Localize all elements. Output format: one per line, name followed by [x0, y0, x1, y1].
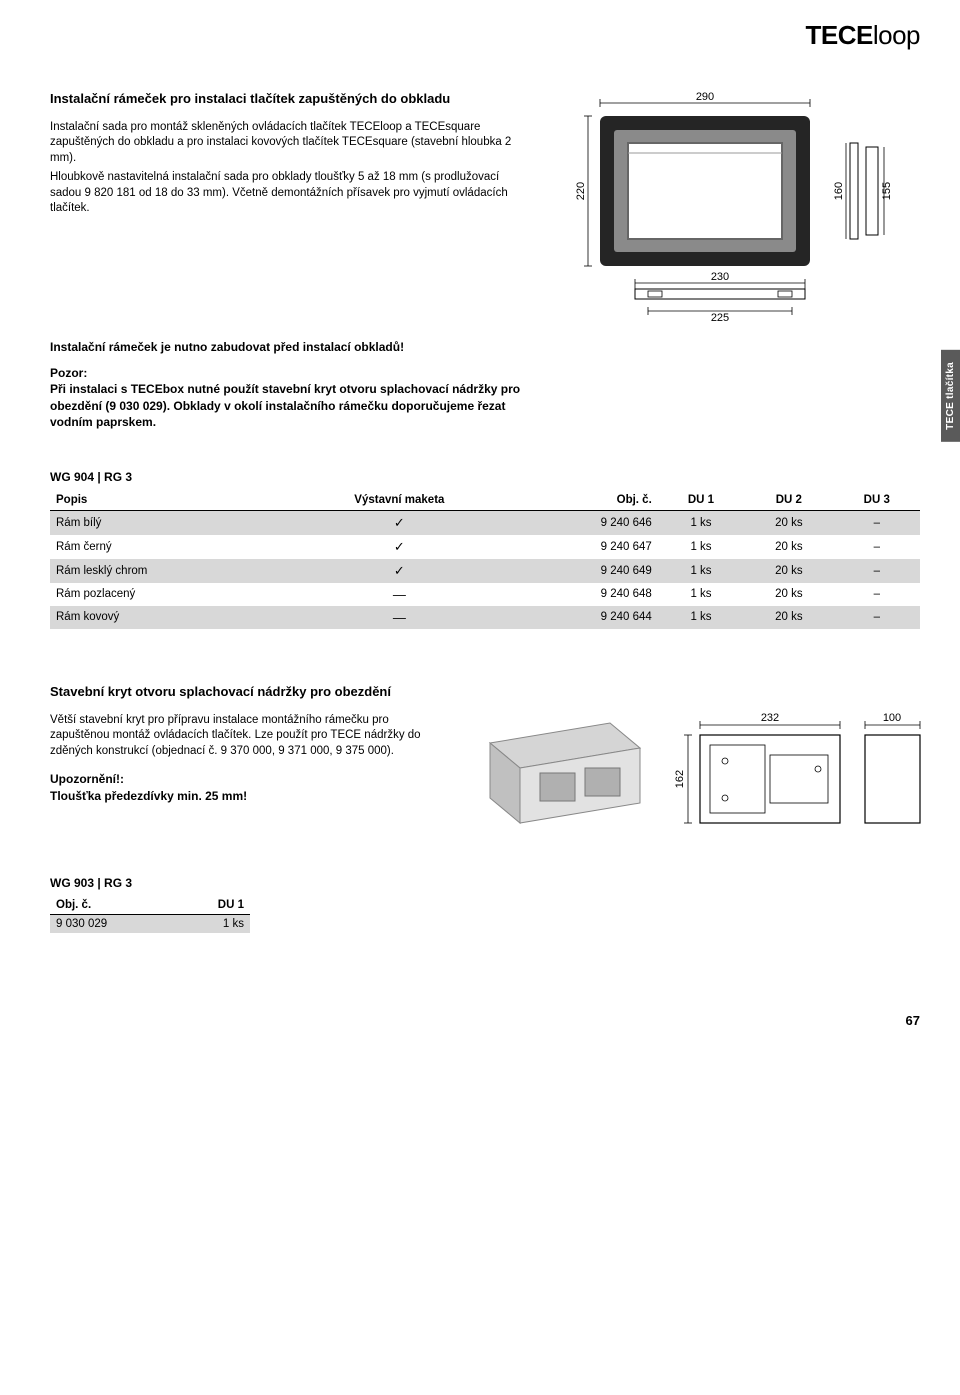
brand-bold: TECE: [806, 20, 873, 50]
table-cell: 20 ks: [744, 559, 833, 583]
table-cell: Rám bílý: [50, 510, 284, 535]
cover-dim-icon: 232 162 100: [670, 713, 930, 833]
table-cell: –: [834, 606, 920, 629]
table-cell: —: [284, 606, 515, 629]
table-cell: 1 ks: [658, 583, 744, 606]
frame-diagram-icon: 290 220 160 155 230: [550, 91, 920, 321]
table-row: Rám lesklý chrom✓9 240 6491 ks20 ks–: [50, 559, 920, 583]
table-cell: 20 ks: [744, 606, 833, 629]
table-cell: 9 240 644: [515, 606, 658, 629]
warn-label: Upozornění!:: [50, 771, 450, 787]
table-header: Obj. č.: [515, 490, 658, 511]
section-2-text: Větší stavební kryt pro přípravu instala…: [50, 713, 450, 804]
section-2-title: Stavební kryt otvoru splachovací nádržky…: [50, 684, 920, 701]
table-cell: ✓: [284, 535, 515, 559]
table-cell: ✓: [284, 559, 515, 583]
pozor-label: Pozor:: [50, 365, 530, 381]
table-header: Popis: [50, 490, 284, 511]
table-cell: 9 240 648: [515, 583, 658, 606]
section-1: Instalační rámeček pro instalaci tlačíte…: [50, 91, 920, 321]
dim-160: 160: [833, 182, 845, 200]
section-1-bold1: Instalační rámeček je nutno zabudovat př…: [50, 339, 530, 355]
dim-155: 155: [881, 182, 893, 200]
table-row: 9 030 0291 ks: [50, 914, 250, 933]
table-header: DU 1: [175, 896, 250, 915]
wg-904: WG 904 | RG 3: [50, 470, 920, 484]
table-cell: Rám černý: [50, 535, 284, 559]
section-1-p1: Instalační sada pro montáž skleněných ov…: [50, 120, 530, 167]
dim-220: 220: [575, 182, 587, 200]
section-1-p2: Hloubkově nastavitelná instalační sada p…: [50, 170, 530, 217]
table-cell: 20 ks: [744, 583, 833, 606]
page-number: 67: [50, 1013, 920, 1028]
table-header: DU 3: [834, 490, 920, 511]
cover-box-icon: [470, 713, 650, 833]
dim-230: 230: [711, 271, 729, 283]
dim-290: 290: [696, 91, 714, 103]
table-header: Obj. č.: [50, 896, 175, 915]
brand-logo: TECEloop: [50, 20, 920, 51]
table-cell: ✓: [284, 510, 515, 535]
dim-225: 225: [711, 312, 729, 321]
section-1-figure: 290 220 160 155 230: [550, 91, 920, 321]
wg-903: WG 903 | RG 3: [50, 876, 920, 890]
table-cell: —: [284, 583, 515, 606]
table-cell: 1 ks: [658, 559, 744, 583]
table-row: Rám pozlacený—9 240 6481 ks20 ks–: [50, 583, 920, 606]
table-cell: –: [834, 510, 920, 535]
cover-dimensions: 232 162 100: [670, 713, 930, 836]
table-header: DU 2: [744, 490, 833, 511]
brand-light: loop: [873, 20, 920, 50]
pozor-row: Instalační rámeček je nutno zabudovat př…: [50, 339, 920, 430]
table-cell: 9 030 029: [50, 914, 175, 933]
section-2: Stavební kryt otvoru splachovací nádržky…: [50, 684, 920, 836]
table-cell: Rám lesklý chrom: [50, 559, 284, 583]
pozor-text-block: Instalační rámeček je nutno zabudovat př…: [50, 339, 530, 430]
table-cell: Rám kovový: [50, 606, 284, 629]
section-2-p1: Větší stavební kryt pro přípravu instala…: [50, 713, 450, 760]
table-cell: 1 ks: [175, 914, 250, 933]
table-1: PopisVýstavní maketaObj. č.DU 1DU 2DU 3 …: [50, 490, 920, 629]
table-row: Rám černý✓9 240 6471 ks20 ks–: [50, 535, 920, 559]
table-cell: –: [834, 535, 920, 559]
table-cell: 20 ks: [744, 510, 833, 535]
table-row: Rám kovový—9 240 6441 ks20 ks–: [50, 606, 920, 629]
table-header: Výstavní maketa: [284, 490, 515, 511]
table-header: DU 1: [658, 490, 744, 511]
table-cell: 20 ks: [744, 535, 833, 559]
table-cell: –: [834, 583, 920, 606]
table-cell: 1 ks: [658, 535, 744, 559]
table-cell: 1 ks: [658, 606, 744, 629]
cover-illustration: [470, 713, 650, 836]
table-2: Obj. č.DU 1 9 030 0291 ks: [50, 896, 250, 933]
side-tab: TECE tlačítka: [941, 350, 960, 442]
table-row: Rám bílý✓9 240 6461 ks20 ks–: [50, 510, 920, 535]
warn-text: Tloušťka předezdívky min. 25 mm!: [50, 788, 450, 804]
table-cell: 9 240 647: [515, 535, 658, 559]
dim-162: 162: [674, 770, 686, 788]
table-cell: 1 ks: [658, 510, 744, 535]
table-cell: –: [834, 559, 920, 583]
table-cell: Rám pozlacený: [50, 583, 284, 606]
table-cell: 9 240 646: [515, 510, 658, 535]
dim-232: 232: [761, 713, 779, 724]
dim-100: 100: [883, 713, 901, 724]
section-1-text: Instalační rámeček pro instalaci tlačíte…: [50, 91, 530, 321]
pozor-text: Při instalaci s TECEbox nutné použít sta…: [50, 381, 530, 430]
section-1-title: Instalační rámeček pro instalaci tlačíte…: [50, 91, 530, 108]
table-cell: 9 240 649: [515, 559, 658, 583]
section-2-row: Větší stavební kryt pro přípravu instala…: [50, 713, 920, 836]
